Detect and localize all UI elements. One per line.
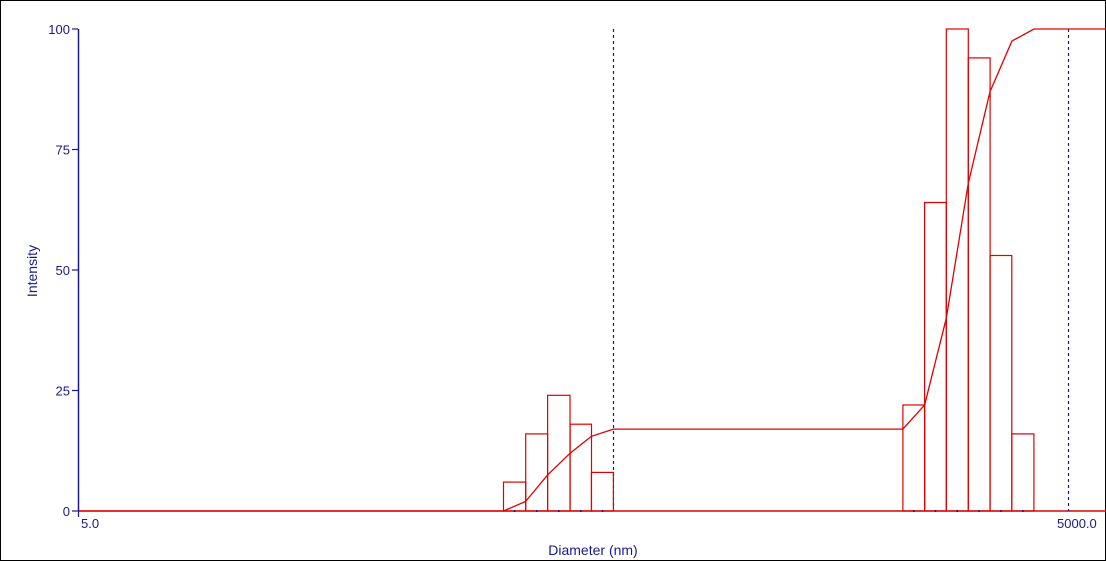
histogram-bar <box>967 57 991 512</box>
y-tick-label: 25 <box>56 384 70 399</box>
histogram-bar <box>546 394 571 512</box>
y-tick-label: 100 <box>48 22 70 37</box>
y-tick-label: 75 <box>56 143 70 158</box>
histogram-bar <box>989 254 1013 512</box>
histogram-bar <box>525 433 549 512</box>
histogram-bars <box>502 28 1035 512</box>
y-tick-label: 0 <box>63 504 70 519</box>
histogram-bar <box>1011 433 1035 512</box>
x-tick-label: 5000.0 <box>1057 516 1097 531</box>
tick-labels: 0 25 50 75 100 5.0 5000.0 <box>48 22 1096 531</box>
histogram-bar <box>945 28 969 512</box>
cumulative-line <box>78 28 1106 512</box>
x-axis-label: Diameter (nm) <box>548 542 637 558</box>
histogram-bar <box>569 423 593 512</box>
axes-layer <box>72 28 80 517</box>
histogram-bar <box>902 404 926 512</box>
y-tick-label: 50 <box>56 263 70 278</box>
cumulative-curve-layer <box>78 28 1106 512</box>
x-tick-label: 5.0 <box>81 516 99 531</box>
histogram-bar <box>590 471 615 512</box>
histogram-bar <box>923 201 947 512</box>
y-axis-label: Intensity <box>24 245 40 297</box>
